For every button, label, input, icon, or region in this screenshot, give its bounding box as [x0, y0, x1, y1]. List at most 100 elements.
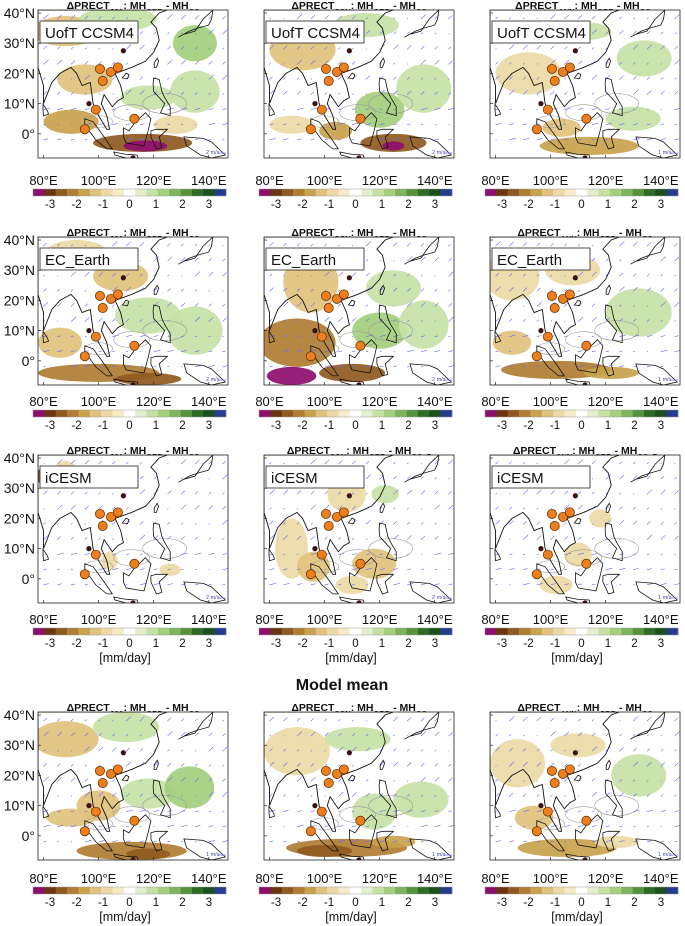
- colorbar-tick-label: -1: [324, 420, 334, 432]
- wind-vector: [448, 583, 453, 586]
- colorbar-swatch: [609, 628, 622, 635]
- wind-vector: [43, 301, 49, 307]
- wind-vector: [434, 477, 437, 480]
- wind-vector: [167, 568, 171, 571]
- wind-vector: [296, 535, 302, 540]
- wind-vector: [365, 304, 369, 307]
- panel-title-part: ΔPRECT: [67, 0, 111, 12]
- colorbar-swatch: [157, 887, 170, 894]
- wind-vector: [222, 474, 228, 480]
- wind-vector: [550, 717, 555, 722]
- wind-vector: [646, 335, 653, 337]
- coastline-island: [379, 57, 386, 68]
- wind-vector: [338, 583, 342, 586]
- wind-vector: [434, 763, 438, 767]
- coastline-island: [113, 151, 139, 158]
- wind-vector: [125, 89, 132, 95]
- colorbar-swatch: [507, 887, 520, 894]
- wind-vector: [283, 17, 285, 20]
- wind-vector: [577, 718, 581, 722]
- wind-vector: [139, 260, 142, 262]
- wind-vector: [180, 749, 183, 752]
- wind-vector: [674, 749, 677, 752]
- wind-vector: [406, 476, 411, 480]
- wind-vector: [167, 14, 173, 20]
- colorbar-swatch: [146, 410, 159, 417]
- colorbar-swatch: [587, 628, 599, 635]
- wind-vector: [509, 351, 512, 353]
- colorbar-tick-label: 2: [631, 199, 637, 211]
- wind-vector: [310, 302, 316, 307]
- wind-vector: [167, 243, 171, 247]
- wind-vector: [495, 365, 501, 368]
- precip-anomaly-patch: [382, 141, 405, 151]
- colorbar-tick-label: -2: [71, 638, 81, 650]
- wind-vector: [448, 477, 451, 480]
- precip-anomaly-patch: [46, 808, 96, 827]
- coastline-island: [339, 151, 365, 158]
- precip-anomaly-patch: [605, 288, 672, 337]
- wind-vector: [167, 138, 173, 141]
- wind-vector: [296, 59, 303, 65]
- wind-vector: [393, 287, 398, 292]
- wind-vector: [393, 319, 397, 322]
- wind-vector: [84, 777, 89, 782]
- wind-vector: [84, 74, 91, 80]
- wind-vector: [406, 521, 411, 525]
- wind-vector: [70, 108, 77, 110]
- wind-vector: [619, 334, 627, 337]
- wind-vector: [674, 476, 678, 480]
- panel-title-part: ΔPRECT: [291, 227, 335, 239]
- wind-vector: [310, 459, 317, 465]
- wind-vector: [632, 304, 635, 307]
- wind-vector: [269, 748, 273, 752]
- panel-title-part: - MH: [163, 445, 189, 457]
- wind-vector: [379, 840, 385, 843]
- colorbar-swatch: [632, 887, 645, 894]
- wind-vector: [194, 257, 199, 262]
- colorbar-swatch: [541, 189, 554, 196]
- wind-vector: [434, 841, 437, 843]
- wind-vector: [619, 765, 621, 767]
- coastline-island: [178, 712, 214, 740]
- wind-vector: [70, 491, 75, 495]
- wind-vector: [564, 320, 566, 322]
- wind-vector: [125, 17, 129, 20]
- wind-vector: [674, 840, 678, 843]
- coastline-island: [378, 77, 397, 117]
- wind-vector: [619, 519, 625, 525]
- colorbar-swatch: [372, 410, 385, 417]
- coastline-island: [635, 581, 679, 603]
- wind-vector: [420, 583, 427, 586]
- wind-vector: [674, 350, 680, 353]
- wind-vector: [495, 719, 497, 722]
- wind-vector: [509, 734, 512, 737]
- wind-vector: [43, 776, 49, 782]
- wind-vector: [208, 791, 215, 797]
- proxy-site-marker: [316, 331, 327, 342]
- wind-vector: [577, 15, 583, 20]
- wind-vector: [522, 287, 528, 292]
- colorbar-swatch: [157, 628, 170, 635]
- wind-vector: [632, 286, 638, 292]
- wind-vector: [43, 568, 47, 571]
- colorbar-tick-label: -1: [550, 638, 560, 650]
- wind-vector: [365, 840, 372, 843]
- precip-anomaly-patch: [398, 300, 449, 349]
- coastline-island: [378, 779, 397, 819]
- wind-vector: [208, 839, 216, 843]
- wind-vector: [194, 569, 197, 571]
- wind-vector: [605, 122, 612, 126]
- wind-vector: [139, 273, 143, 277]
- wind-vector: [57, 731, 63, 737]
- colorbar-tick-label: 3: [658, 420, 664, 432]
- colorbar-tick-label: -1: [98, 897, 108, 909]
- lon-label: 140°E: [191, 612, 227, 627]
- wind-vector: [365, 492, 368, 495]
- wind-vector: [194, 244, 198, 247]
- wind-vector: [434, 522, 437, 525]
- wind-vector: [619, 123, 625, 126]
- vector-reference-label: 2 m/s: [206, 377, 220, 383]
- wind-vector: [296, 462, 299, 465]
- colorbar-swatch: [349, 628, 362, 635]
